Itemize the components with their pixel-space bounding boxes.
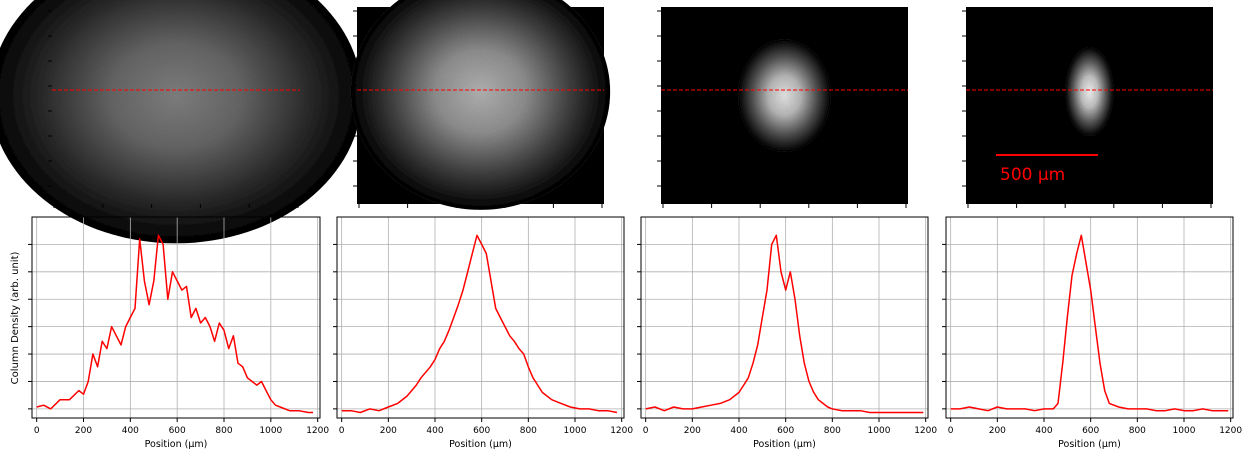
absorption-image-1 (0, 0, 362, 244)
x-axis-label: Position (μm) (753, 439, 816, 450)
x-tick-label: 1200 (1219, 426, 1242, 436)
x-tick-label: 0 (643, 426, 649, 436)
x-tick-label: 600 (473, 426, 490, 436)
x-tick-label: 600 (777, 426, 794, 436)
absorption-image-3 (657, 7, 908, 208)
x-tick-label: 200 (75, 426, 92, 436)
profile-plot-4: 0 200 400 600 800 1000 1200 Position (μm) (942, 216, 1242, 450)
x-tick-label: 200 (380, 426, 397, 436)
x-tick-label: 400 (426, 426, 443, 436)
atom-cloud (0, 0, 362, 244)
plot-frame (640, 216, 929, 419)
atom-cloud (1065, 47, 1114, 137)
atom-cloud (738, 39, 831, 152)
x-axis-label: Position (μm) (449, 439, 512, 450)
x-tick-label: 400 (730, 426, 747, 436)
x-tick-label: 1200 (610, 426, 633, 436)
x-tick-label: 800 (824, 426, 841, 436)
profile-plot-1: 0 200 400 600 800 1000 1200 Position (μm) (28, 216, 329, 450)
profile-plot-2: 0 200 400 600 800 1000 1200 Position (μm) (333, 216, 633, 450)
atom-cloud (350, 0, 611, 210)
profile-row: 0 200 400 600 800 1000 1200 Position (μm) 0 200 4… (28, 216, 1242, 450)
x-tick-label: 1200 (306, 426, 329, 436)
profile-line (950, 234, 1229, 412)
x-tick-label: 800 (1129, 426, 1146, 436)
x-tick-label: 800 (215, 426, 232, 436)
profile-line (36, 234, 313, 414)
profile-plot-3: 0 200 400 600 800 1000 1200 Position (μm) (637, 216, 937, 450)
x-tick-label: 1200 (914, 426, 937, 436)
x-tick-label: 0 (948, 426, 954, 436)
x-tick-label: 600 (1082, 426, 1099, 436)
plot-frame (31, 216, 321, 419)
x-tick-label: 0 (34, 426, 40, 436)
profile-line (645, 234, 924, 414)
x-tick-label: 400 (122, 426, 139, 436)
plot-frame (945, 216, 1234, 419)
x-axis-label: Position (μm) (1058, 439, 1121, 450)
x-tick-label: 600 (169, 426, 186, 436)
scale-bar: 500 μm (996, 154, 1098, 185)
x-tick-label: 0 (339, 426, 345, 436)
profile-line (341, 234, 618, 414)
x-tick-label: 1000 (259, 426, 282, 436)
x-tick-label: 800 (520, 426, 537, 436)
y-axis-label: Column Density (arb. unit) (10, 252, 21, 385)
scale-bar-label: 500 μm (1000, 165, 1065, 185)
image-row: 500 μm (0, 0, 1213, 244)
x-tick-label: 400 (1035, 426, 1052, 436)
x-tick-label: 200 (989, 426, 1006, 436)
x-tick-label: 1000 (868, 426, 891, 436)
x-tick-label: 1000 (1173, 426, 1196, 436)
absorption-image-4 (962, 7, 1213, 208)
x-axis-label: Position (μm) (145, 439, 208, 450)
absorption-image-2 (350, 0, 611, 210)
x-tick-label: 200 (684, 426, 701, 436)
plot-frame (336, 216, 625, 419)
x-tick-label: 1000 (564, 426, 587, 436)
